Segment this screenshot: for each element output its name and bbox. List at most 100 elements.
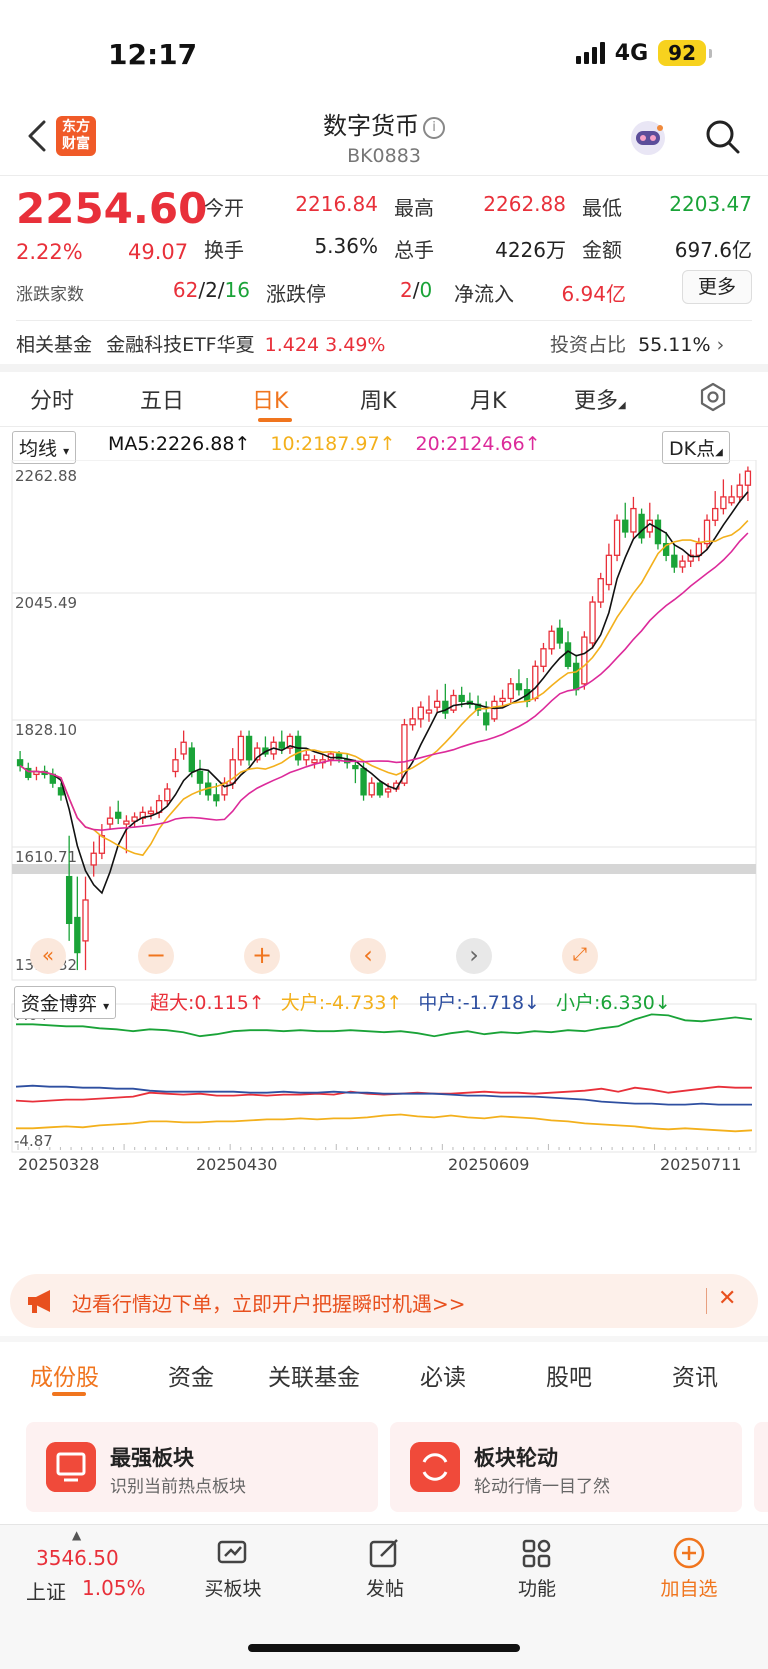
ma10-line [19,520,749,857]
related-fund-label: 相关基金 [16,334,93,356]
fund-legend: 超大:0.115↑ 大户:-4.733↑ 中户:-1.718↓ 小户:6.330… [150,992,671,1014]
advance-label: 涨跌家数 [16,285,84,305]
invest-ratio[interactable]: 投资占比 55.11% › [550,334,725,356]
tab-five-day[interactable]: 五日 [140,389,185,414]
candle-body [458,694,465,703]
candle-body [401,724,408,784]
tab-intraday[interactable]: 分时 [30,389,75,414]
candle-body [728,496,735,504]
candle-body [16,759,24,767]
tab-funds[interactable]: 资金 [168,1365,214,1391]
info-icon[interactable]: i [423,117,445,139]
caret-up-icon: ▲ [72,1528,82,1542]
tab-news[interactable]: 资讯 [672,1365,718,1391]
candle-body [703,519,711,545]
card-subtitle: 轮动行情一目了然 [474,1477,610,1497]
active-tab-indicator [258,418,292,422]
tab-related-funds[interactable]: 关联基金 [268,1365,360,1391]
tab-weekly-k[interactable]: 周K [360,389,397,414]
nav-buy-sector[interactable]: 买板块 [178,1530,288,1601]
chevron-right-icon: › [716,334,725,356]
tab-constituents[interactable]: 成份股 [30,1365,99,1391]
nav-functions[interactable]: 功能 [482,1530,592,1601]
buy-sector-icon [217,1540,247,1564]
divider [0,175,768,176]
candle-body [720,496,727,510]
search-icon[interactable] [704,118,742,156]
index-value[interactable]: 3546.50 [36,1546,119,1570]
tab-more[interactable]: 更多◢ [574,389,626,414]
low-value: 2203.47 [669,192,752,216]
candle-body [605,554,613,586]
y-tick-label: -4.87 [14,1132,53,1150]
candle-body [638,513,645,539]
open-value: 2216.84 [295,192,378,216]
prev-button[interactable]: ‹ [350,938,386,974]
candle-body [131,816,138,822]
tab-must-read[interactable]: 必读 [420,1365,466,1391]
nav-add-watchlist[interactable]: 加自选 [634,1530,744,1601]
candle-body [679,560,686,568]
rewind-button[interactable]: « [30,938,66,974]
x-tick-label: 20250430 [196,1155,277,1174]
next-button[interactable]: › [456,938,492,974]
card-title: 板块轮动 [474,1446,558,1470]
zoom-in-button[interactable]: + [244,938,280,974]
ma5-line [19,491,749,895]
card-subtitle: 识别当前热点板块 [110,1477,246,1497]
fund-indicator-dropdown[interactable]: 资金博弈 ▾ [14,986,117,1019]
limit-label: 涨跌停 [266,282,326,306]
tab-monthly-k[interactable]: 月K [470,389,507,414]
candle-body [744,470,752,486]
zoom-out-button[interactable]: − [138,938,174,974]
index-name[interactable]: 上证 [26,1580,66,1604]
candle-body [147,810,155,815]
candle-body [630,507,637,533]
robot-assistant-icon[interactable] [628,118,668,158]
dk-point-button[interactable]: DK点◢ [662,431,730,464]
app-logo: 东方 财富 [56,116,96,156]
related-fund-row[interactable]: 相关基金 金融科技ETF华夏 1.424 3.49% [16,330,385,357]
back-icon[interactable] [24,118,50,154]
tab-daily-k[interactable]: 日K [252,389,289,414]
title-block: 数字货币 i BK0883 [0,106,768,167]
candle-body [82,899,89,942]
next-card-peek[interactable] [754,1422,768,1512]
candle-body [376,782,384,796]
sector-code: BK0883 [347,145,421,167]
caret-down-icon: ▾ [103,999,110,1013]
promo-text[interactable]: 边看行情边下单，立即开户把握瞬时机遇>> [72,1292,466,1316]
related-fund-name: 金融科技ETF华夏 [106,334,255,356]
medium-value: 中户:-1.718 [418,992,525,1014]
candle-body [491,700,498,720]
gear-icon[interactable] [698,382,728,412]
candle-body [597,578,604,603]
ma-dropdown[interactable]: 均线 ▾ [12,431,77,464]
edit-icon [369,1539,398,1568]
candle-body [442,700,449,714]
ma20-line [19,532,749,832]
more-button[interactable]: 更多 [682,270,752,304]
small-value: 小户:6.330 [556,992,655,1014]
candle-body [417,706,424,720]
candle-body [507,683,514,700]
nav-post[interactable]: 发帖 [330,1530,440,1601]
candle-body [65,875,73,925]
fund-series-line [15,1084,752,1106]
fund-frame [11,1003,757,1153]
index-percent[interactable]: 1.05% [82,1576,146,1600]
promo-banner[interactable] [10,1274,758,1328]
fullscreen-icon[interactable]: ⤢ [562,938,598,974]
close-icon[interactable]: ✕ [718,1286,737,1311]
y-tick-label: 1828.10 [15,721,77,739]
home-indicator[interactable] [248,1644,520,1652]
candle-body [123,820,130,825]
megaphone-icon [28,1290,50,1313]
ma5-value: MA5:2226.88 [108,433,235,455]
tab-forum[interactable]: 股吧 [546,1365,592,1391]
candle-body [515,683,523,691]
moving-averages [19,491,749,895]
candle-body [572,662,580,691]
limit-count: 2/0 [400,278,433,302]
